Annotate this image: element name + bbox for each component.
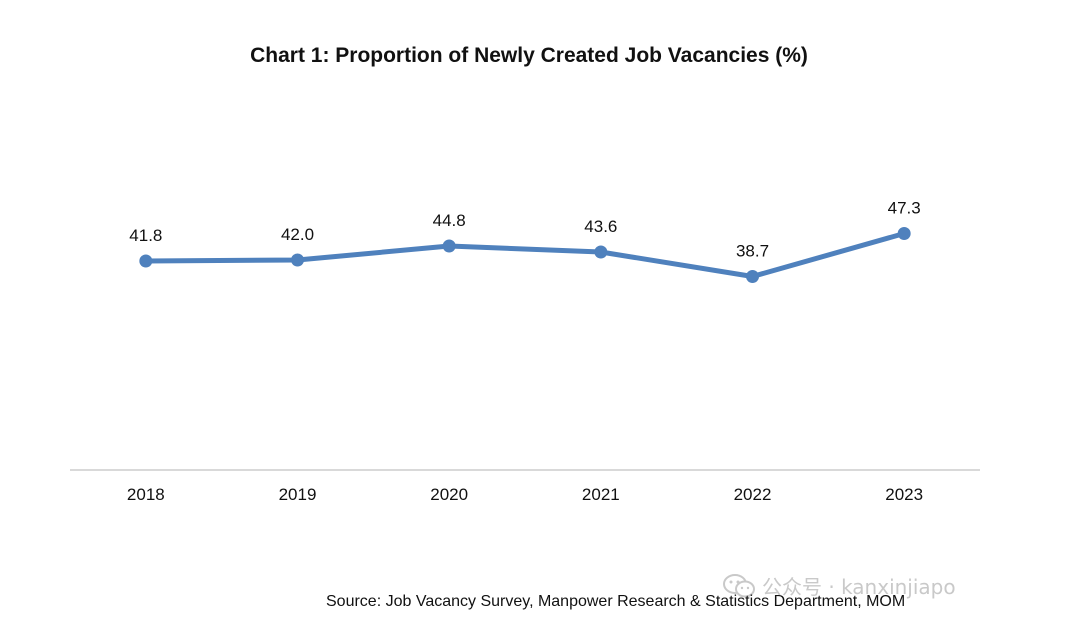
data-label: 41.8 <box>129 226 162 245</box>
x-tick-label: 2023 <box>885 485 923 504</box>
data-label: 47.3 <box>888 199 921 218</box>
data-point <box>594 245 608 259</box>
source-note: Source: Job Vacancy Survey, Manpower Res… <box>326 593 906 610</box>
data-label: 43.6 <box>584 217 617 236</box>
x-tick-label: 2021 <box>582 485 620 504</box>
chart-title: Chart 1: Proportion of Newly Created Job… <box>250 44 808 67</box>
watermark: 公众号 · kanxinjiapo <box>722 571 956 600</box>
x-tick-label: 2018 <box>127 485 165 504</box>
wechat-logo-icon <box>723 573 755 597</box>
data-point <box>897 227 911 240</box>
data-point <box>139 254 153 268</box>
series-line <box>143 231 907 279</box>
x-tick-label: 2022 <box>734 485 772 504</box>
data-label: 38.7 <box>736 242 769 261</box>
data-point <box>746 270 759 283</box>
x-tick-label: 2019 <box>279 485 317 504</box>
data-point <box>291 253 304 267</box>
data-point <box>442 239 456 253</box>
data-label: 44.8 <box>433 211 466 230</box>
data-label: 42.0 <box>281 225 314 244</box>
x-tick-label: 2020 <box>430 485 468 504</box>
watermark-text: 公众号 · kanxinjiapo <box>762 575 956 599</box>
